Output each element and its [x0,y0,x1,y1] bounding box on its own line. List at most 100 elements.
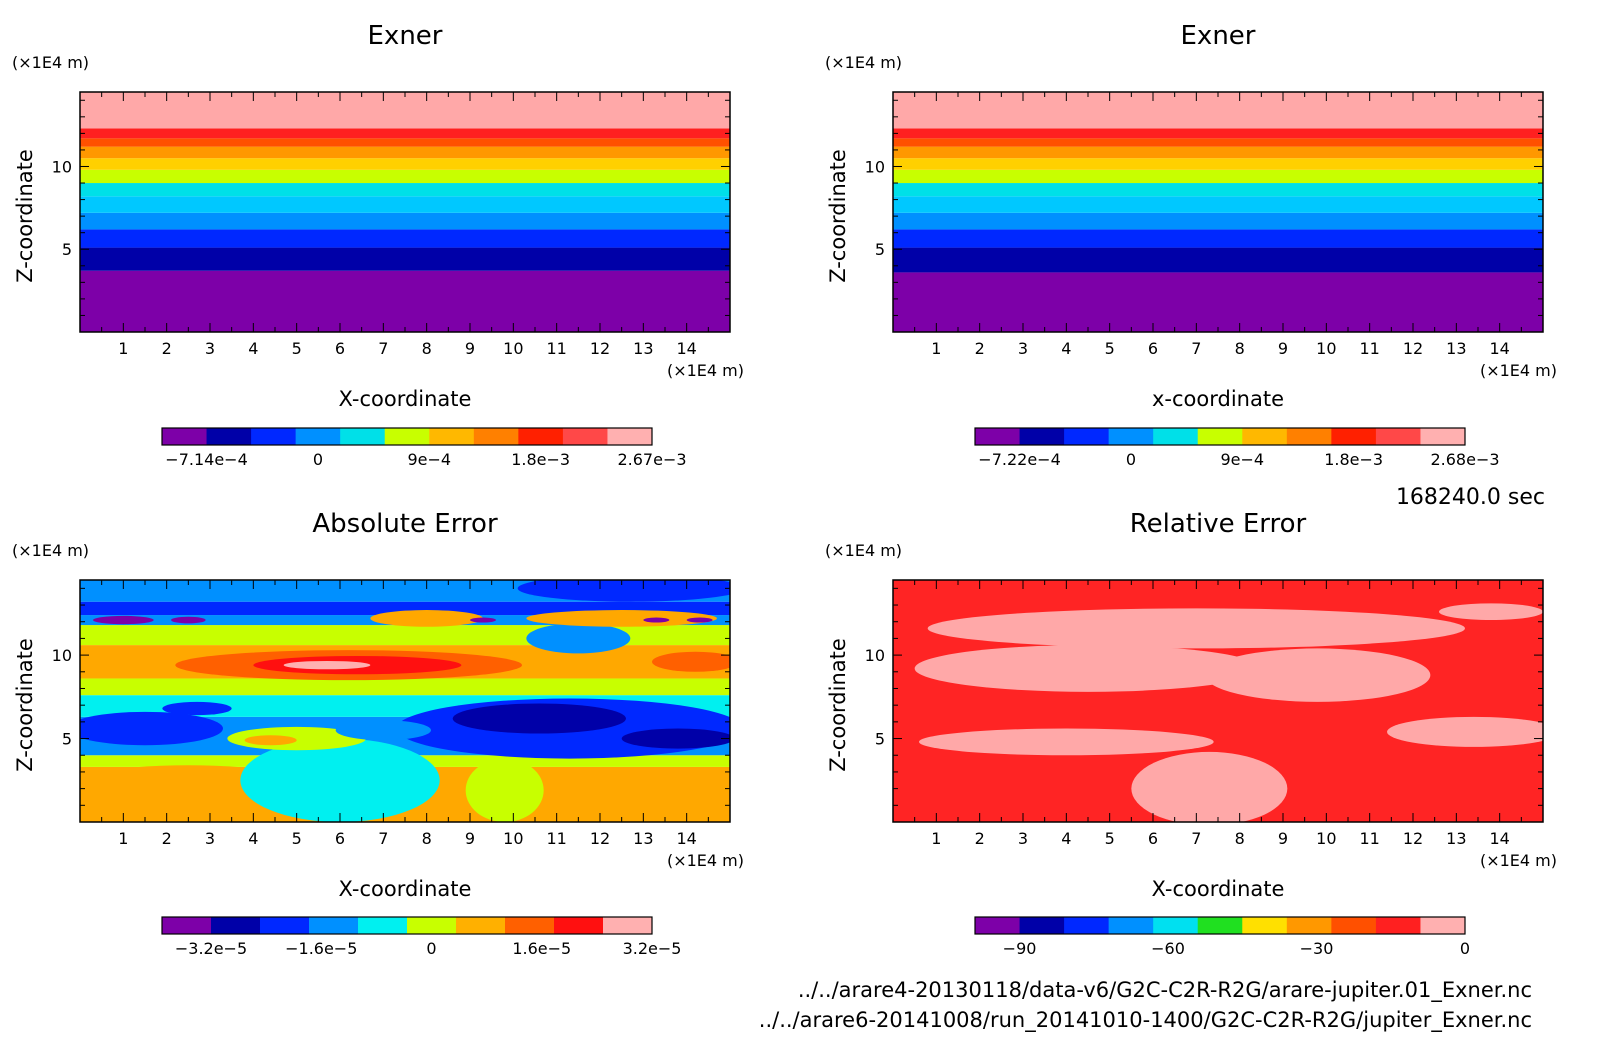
colorbar-label: −7.22e−4 [978,450,1060,469]
x-tick-label: 11 [1359,339,1379,358]
contour-region-7 [621,728,730,749]
colorbar-swatch-11 [1420,917,1466,934]
colorbar-label: 2.68e−3 [1430,450,1499,469]
x-tick-label: 10 [1316,339,1336,358]
contour-band-5 [80,196,730,213]
colorbar-frame [161,916,653,935]
colorbar-swatch-10 [603,917,653,934]
x-tick-label: 1 [931,829,941,848]
contour-region-5 [1387,716,1543,747]
colorbar: −3.2e−5 −1.6e−5 0 1.6e−5 3.2e−5 [161,916,681,958]
x-tick-label: 9 [465,339,475,358]
x-tick-label: 6 [335,829,345,848]
x-axis-label: X-coordinate [339,877,472,901]
x-tick-label: 9 [1278,339,1288,358]
contour-region-25 [686,617,713,623]
colorbar-swatch-4 [309,917,359,934]
contour-band-7 [80,169,730,184]
contour-region-2 [914,645,1262,692]
y-unit-label: (×1E4 m) [825,53,902,72]
x-tick-label: 12 [1403,339,1423,358]
x-tick-label: 12 [1403,829,1423,848]
x-tick-label: 13 [633,339,653,358]
y-axis-label: Z-coordinate [13,149,37,283]
x-tick-label: 7 [1191,829,1201,848]
colorbar-swatch-7 [1242,917,1288,934]
contour-band-7 [80,625,730,646]
colorbar-label: 0 [426,939,436,958]
colorbar-swatch-1 [162,428,208,445]
x-tick-label: 4 [248,339,258,358]
y-tick-label: 10 [865,157,885,176]
contour-region-1 [927,608,1465,649]
y-tick-label: 5 [62,730,72,749]
x-tick-label: 9 [1278,829,1288,848]
colorbar-swatch-2 [206,428,252,445]
colorbar-swatch-3 [1064,428,1110,445]
x-tick-label: 3 [205,829,215,848]
x-tick-label: 10 [1316,829,1336,848]
contour-region-24 [643,617,670,623]
contour-region-15 [283,660,371,670]
x-tick-label: 7 [1191,339,1201,358]
source-file-1: ../../arare4-20130118/data-v6/G2C-C2R-R2… [797,978,1532,1002]
colorbar-swatch-10 [562,428,608,445]
colorbar-swatch-4 [1108,917,1154,934]
x-tick-label: 4 [1061,339,1071,358]
contour-band-12 [80,92,730,129]
y-axis-label: Z-coordinate [826,638,850,772]
colorbar: −7.14e−4 0 9e−4 1.8e−3 2.67e−3 [161,427,687,469]
x-tick-label: 5 [292,339,302,358]
x-tick-label: 10 [503,339,523,358]
y-tick-label: 10 [52,157,72,176]
x-tick-label: 5 [292,829,302,848]
contour-band-10 [80,138,730,147]
x-tick-label: 14 [676,829,696,848]
colorbar-swatch-7 [1242,428,1288,445]
x-tick-label: 5 [1105,829,1115,848]
contour-band-4 [80,212,730,230]
x-tick-label: 3 [1018,339,1028,358]
x-tick-label: 6 [1148,339,1158,358]
x-unit-label: (×1E4 m) [667,851,744,870]
colorbar-swatch-9 [1331,917,1377,934]
colorbar-swatch-8 [1286,917,1332,934]
x-unit-label: (×1E4 m) [1480,361,1557,380]
x-tick-label: 3 [205,339,215,358]
contour-band-5 [893,196,1543,213]
time-label: 168240.0 sec [1396,485,1545,510]
x-axis-label: X-coordinate [1152,877,1285,901]
panel-title: Exner [368,21,443,51]
x-tick-label: 3 [1018,829,1028,848]
colorbar-swatch-6 [407,917,457,934]
contour-region-12 [335,720,432,741]
colorbar-swatch-6 [384,428,430,445]
colorbar-label: −60 [1151,939,1185,958]
colorbar-swatch-5 [1153,428,1199,445]
colorbar-swatch-3 [260,917,310,934]
colorbar-swatch-1 [975,428,1021,445]
contour-region-17 [526,623,631,654]
colorbar-swatch-5 [340,428,386,445]
colorbar-label: −7.14e−4 [165,450,247,469]
colorbar-label: −30 [1300,939,1334,958]
contour-band-11 [893,128,1543,139]
colorbar-label: −3.2e−5 [175,939,247,958]
x-tick-label: 6 [1148,829,1158,848]
colorbar-swatch-2 [211,917,261,934]
x-axis-label: X-coordinate [339,387,472,411]
x-tick-label: 2 [162,829,172,848]
x-tick-label: 4 [1061,829,1071,848]
colorbar-label: 1.8e−3 [511,450,570,469]
colorbar-swatch-9 [518,428,564,445]
x-tick-label: 13 [1446,829,1466,848]
x-tick-label: 5 [1105,339,1115,358]
y-axis-label: Z-coordinate [13,638,37,772]
x-tick-label: 6 [335,339,345,358]
colorbar-swatch-4 [295,428,341,445]
contour-band-7 [893,169,1543,184]
contour-field [80,92,730,332]
